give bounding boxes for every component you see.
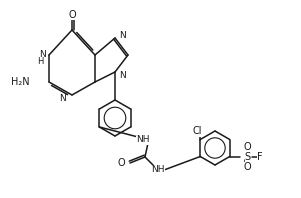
- Text: O: O: [244, 162, 252, 171]
- Text: O: O: [68, 10, 76, 20]
- Text: F: F: [257, 151, 262, 162]
- Text: N: N: [59, 93, 66, 103]
- Text: O: O: [117, 158, 125, 168]
- Text: NH: NH: [136, 135, 150, 145]
- Text: H₂N: H₂N: [11, 77, 30, 87]
- Text: O: O: [244, 142, 252, 151]
- Text: NH: NH: [151, 166, 165, 174]
- Text: N: N: [39, 50, 46, 58]
- Text: N: N: [119, 30, 126, 39]
- Text: H: H: [38, 56, 44, 66]
- Text: Cl: Cl: [193, 127, 202, 136]
- Text: S: S: [245, 151, 251, 162]
- Text: N: N: [119, 70, 126, 80]
